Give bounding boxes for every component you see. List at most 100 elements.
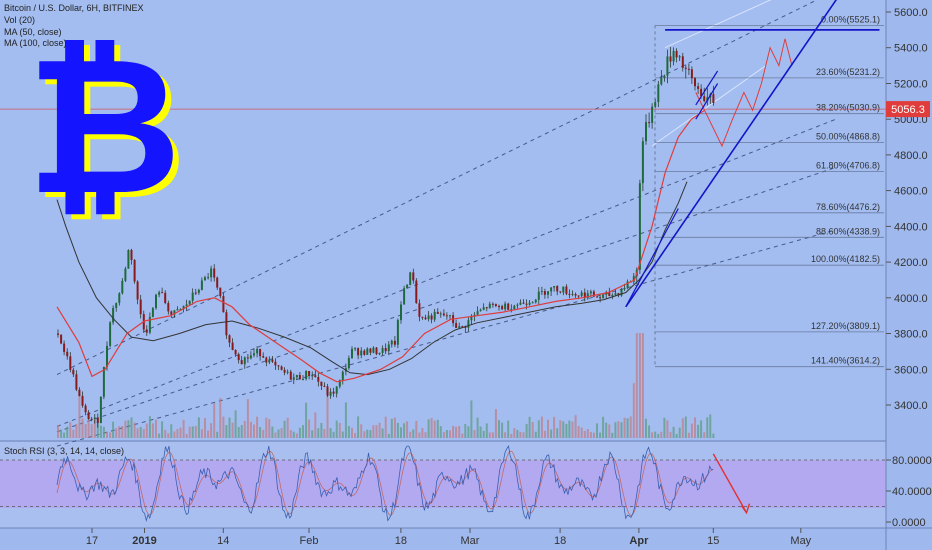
candle-body — [351, 348, 353, 359]
candle-body — [253, 353, 255, 356]
candle-body — [298, 375, 301, 380]
trend-lines — [625, 0, 880, 308]
stoch-tick-label: 0.0000 — [892, 517, 926, 529]
volume-bar — [351, 427, 353, 438]
y-tick-label: 4600.0 — [894, 186, 928, 198]
volume-bar — [109, 432, 112, 438]
volume-bar — [547, 419, 549, 438]
volume-bar — [90, 424, 93, 438]
candle-body — [641, 141, 644, 184]
volume-bar — [574, 415, 577, 438]
candle-body — [302, 379, 304, 380]
volume-bar — [666, 420, 669, 438]
volume-bar — [513, 428, 516, 438]
volume-bar — [424, 432, 427, 438]
candle-body — [507, 303, 510, 310]
volume-bar — [565, 423, 568, 438]
volume-bar — [577, 426, 580, 438]
candle-body — [200, 280, 203, 290]
volume-bar — [393, 417, 396, 438]
candle-body — [191, 292, 194, 301]
candle-body — [357, 348, 360, 356]
volume-bar — [445, 430, 448, 438]
candle-body — [320, 381, 323, 386]
candle-body — [182, 306, 185, 309]
volume-bar — [210, 423, 213, 438]
volume-bar — [66, 426, 69, 438]
candle-body — [476, 311, 479, 315]
candle-body — [87, 412, 90, 419]
volume-bar — [614, 422, 617, 438]
moving-averages — [56, 38, 793, 383]
fib-label-2: 38.20%(5030.9) — [816, 103, 880, 113]
down-arrow-head-icon — [740, 503, 751, 515]
volume-bar — [308, 419, 311, 438]
volume-bar — [672, 426, 675, 438]
volume-bar — [256, 416, 259, 438]
candle-body — [528, 302, 531, 305]
y-tick-label: 5400.0 — [894, 43, 928, 55]
candle-body — [638, 183, 641, 270]
volume-bar — [311, 430, 314, 438]
volume-bar — [115, 428, 118, 438]
volume-bar — [531, 422, 534, 438]
volume-bar — [317, 428, 320, 438]
candle-body — [623, 288, 626, 290]
candle-body — [586, 293, 589, 299]
candle-body — [522, 302, 525, 304]
candle-body — [531, 302, 534, 304]
stoch-rsi-lines — [0, 445, 886, 523]
candle-body — [259, 348, 262, 357]
y-tick-label: 4800.0 — [894, 150, 928, 162]
volume-bar — [302, 425, 304, 438]
volume-bar — [136, 428, 139, 438]
candle-body — [687, 68, 690, 70]
volume-bar — [501, 422, 504, 438]
candle-body — [556, 286, 559, 292]
volume-bar — [102, 426, 105, 438]
candle-body — [589, 291, 592, 294]
volume-bar — [562, 421, 565, 438]
volume-bar — [421, 428, 424, 438]
candle-body — [611, 294, 614, 297]
candle-body — [286, 371, 289, 373]
trend-channels — [56, 0, 836, 447]
volume-bar — [605, 422, 608, 438]
volume-bar — [648, 425, 651, 438]
volume-bar — [583, 431, 586, 438]
volume-bar — [216, 431, 219, 438]
volume-bar — [298, 427, 301, 438]
candle-body — [700, 88, 703, 97]
candle-body — [690, 69, 693, 79]
volume-bar — [283, 420, 286, 438]
volume-bar — [663, 417, 666, 438]
volume-bar — [366, 429, 369, 438]
candle-body — [96, 417, 99, 423]
candle-body — [614, 293, 617, 295]
volume-bar — [556, 428, 559, 438]
candle-body — [381, 348, 384, 353]
volume-bar — [620, 422, 623, 438]
volume-bar — [121, 426, 124, 438]
volume-bar — [534, 431, 537, 438]
volume-bar — [596, 423, 598, 438]
volume-bar — [455, 426, 458, 438]
volume-bar — [96, 423, 99, 438]
volume-bar — [167, 433, 170, 438]
candle-body — [433, 311, 436, 320]
y-tick-label: 4000.0 — [894, 293, 928, 305]
candle-body — [323, 385, 326, 387]
candle-body — [121, 280, 124, 294]
volume-bar — [712, 433, 715, 438]
volume-bar — [219, 397, 222, 438]
volume-bar — [369, 430, 372, 438]
volume-bar — [151, 423, 154, 438]
volume-bar — [623, 417, 626, 438]
candle-body — [249, 355, 252, 359]
y-tick-label: 4400.0 — [894, 221, 928, 233]
volume-bar — [519, 431, 522, 438]
candle-body — [660, 77, 663, 85]
candle-body — [262, 356, 265, 358]
candle-body — [237, 354, 240, 361]
candle-body — [519, 302, 522, 305]
